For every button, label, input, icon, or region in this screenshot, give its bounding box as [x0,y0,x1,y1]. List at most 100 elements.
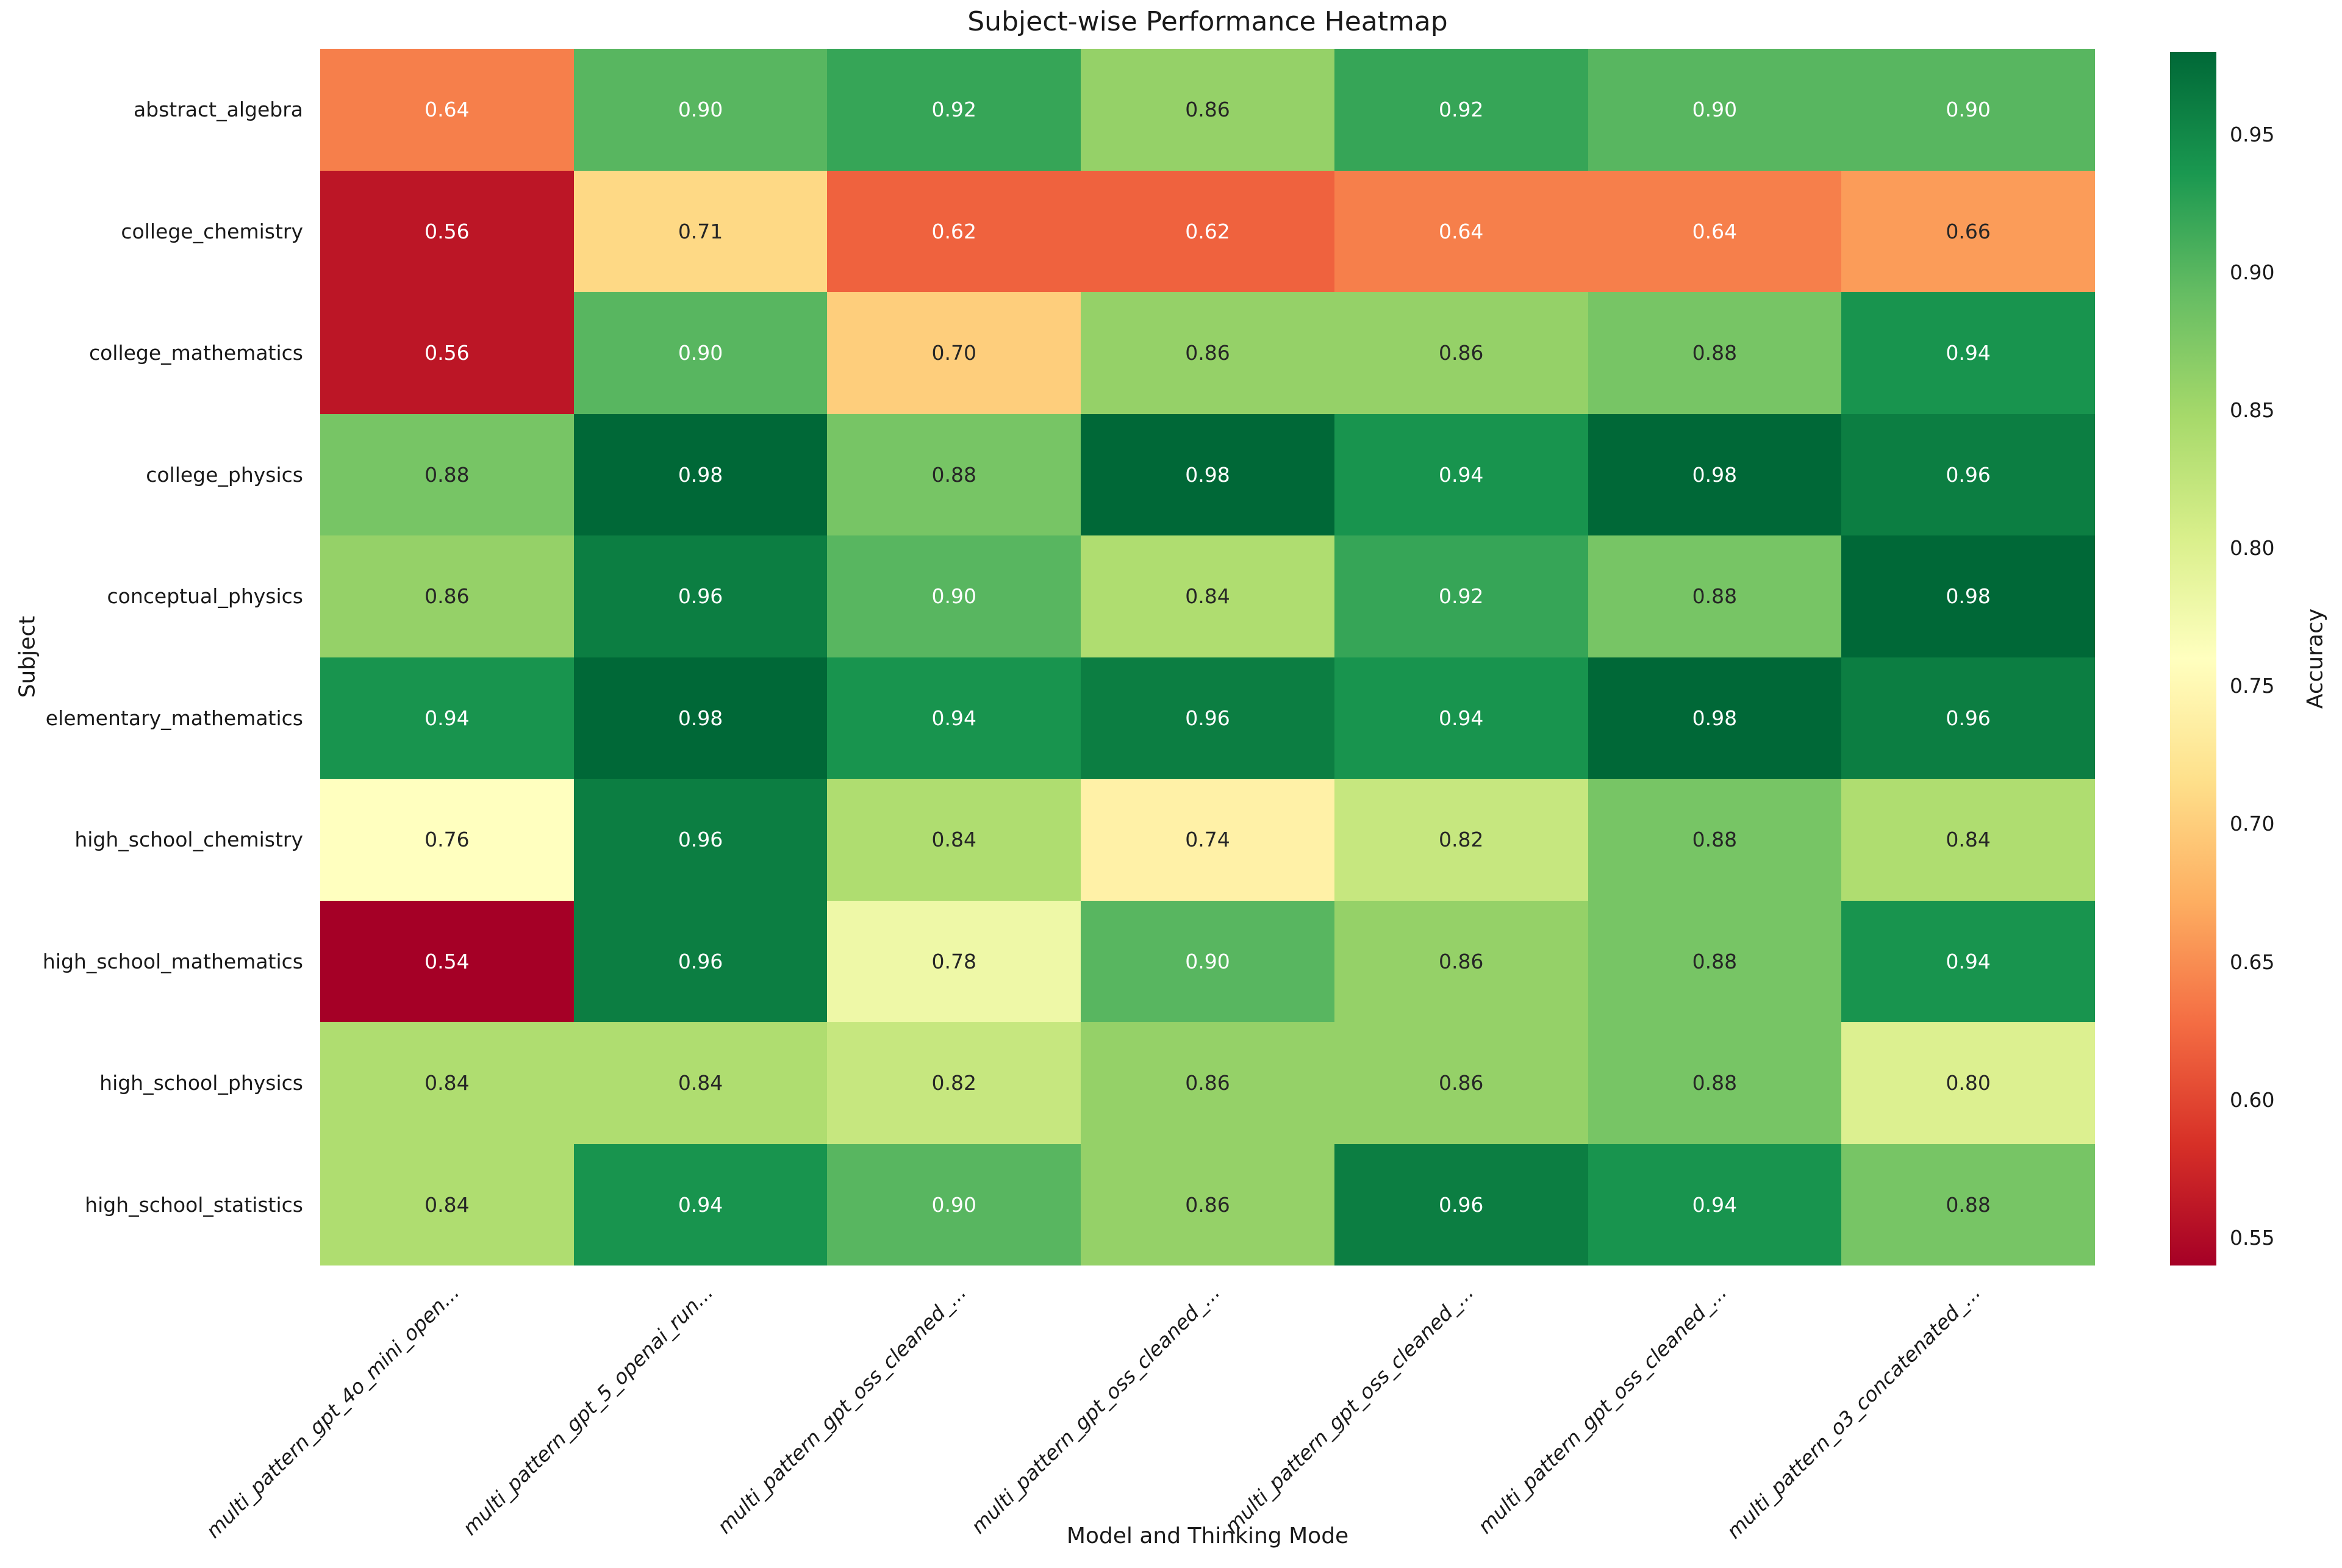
colorbar-tick-0.75: 0.75 [2230,674,2275,698]
heatmap-cell-value: 0.86 [1185,98,1230,122]
heatmap-cell-college_chemistry-col7: 0.66 [1841,170,2095,292]
y-tick-label-high_school_chemistry: high_school_chemistry [74,828,303,852]
heatmap-cell-high_school_statistics-col4: 0.86 [1081,1144,1334,1265]
heatmap-cell-high_school_statistics-col6: 0.94 [1588,1144,1842,1265]
heatmap-cell-value: 0.94 [1692,1192,1738,1217]
x-tick-label-col2: multi_pattern_gpt_5_openai_run... [457,1280,718,1540]
heatmap-cell-value: 0.64 [424,98,470,122]
heatmap-cell-value: 0.96 [1946,462,1991,487]
heatmap-cell-high_school_chemistry-col2: 0.96 [573,779,828,901]
heatmap-cell-value: 0.88 [931,462,977,487]
y-tick-label-elementary_mathematics: elementary_mathematics [45,706,303,730]
heatmap-cell-value: 0.76 [424,828,470,852]
heatmap-cell-college_mathematics-col2: 0.90 [573,292,828,414]
heatmap-cell-abstract_algebra-col5: 0.92 [1334,49,1588,171]
heatmap-cell-value: 0.88 [1692,341,1738,365]
x-tick-label-col3: multi_pattern_gpt_oss_cleaned_... [712,1280,971,1539]
heatmap-cell-value: 0.88 [1692,828,1738,852]
heatmap-cell-value: 0.98 [678,706,723,730]
heatmap-cell-value: 0.74 [1185,828,1230,852]
heatmap-cell-value: 0.90 [1185,949,1230,973]
heatmap-cell-college_mathematics-col7: 0.94 [1841,292,2095,414]
heatmap-cell-high_school_physics-col5: 0.86 [1334,1022,1588,1144]
heatmap-cell-high_school_mathematics-col6: 0.88 [1588,900,1842,1022]
heatmap-cell-value: 0.84 [1185,584,1230,609]
colorbar-tick-0.60: 0.60 [2230,1087,2275,1112]
colorbar-tick-labels: 0.95 0.90 0.85 0.80 0.75 0.70 0.65 0.60 0.55 [2230,52,2327,1265]
colorbar-tick-0.65: 0.65 [2230,950,2275,974]
heatmap-cell-value: 0.88 [1946,1192,1991,1217]
heatmap-cell-high_school_chemistry-col7: 0.84 [1841,779,2095,901]
heatmap-cell-college_physics-col1: 0.88 [320,413,574,535]
heatmap-cell-value: 0.88 [1692,949,1738,973]
x-axis-tick-labels: multi_pattern_gpt_4o_mini_open... multi_p… [201,1272,2095,1543]
heatmap-cell-value: 0.62 [1185,219,1230,243]
heatmap-cell-college_mathematics-col1: 0.56 [320,292,574,414]
heatmap-cell-value: 0.86 [1185,1071,1230,1095]
heatmap-cell-abstract_algebra-col4: 0.86 [1081,49,1334,171]
heatmap-cell-value: 0.66 [1946,219,1991,243]
heatmap-cell-value: 0.96 [678,828,723,852]
heatmap-cell-high_school_mathematics-col4: 0.90 [1081,900,1334,1022]
heatmap-cell-value: 0.92 [1438,98,1484,122]
heatmap-cell-value: 0.88 [1692,1071,1738,1095]
heatmap-cell-value: 0.92 [931,98,977,122]
x-tick-label-col7: multi_pattern_o3_concatenated_... [1722,1280,1985,1544]
heatmap-cell-value: 0.84 [1946,828,1991,852]
heatmap-cell-high_school_statistics-col5: 0.96 [1334,1144,1588,1265]
y-tick-label-college_chemistry: college_chemistry [121,219,303,243]
heatmap-cell-value: 0.94 [1438,706,1484,730]
heatmap-cell-abstract_algebra-col1: 0.64 [320,49,574,171]
heatmap-cell-value: 0.84 [424,1071,470,1095]
heatmap-cell-value: 0.82 [931,1071,977,1095]
heatmap-cell-college_physics-col6: 0.98 [1588,413,1842,535]
heatmap-cell-value: 0.90 [1692,98,1738,122]
heatmap-cell-value: 0.94 [424,706,470,730]
heatmap-cell-conceptual_physics-col4: 0.84 [1081,535,1334,657]
heatmap-cell-value: 0.94 [678,1192,723,1217]
heatmap-cell-value: 0.64 [1692,219,1738,243]
heatmap-cell-value: 0.94 [1438,462,1484,487]
heatmap-cell-college_chemistry-col6: 0.64 [1588,170,1842,292]
heatmap-cell-high_school_mathematics-col7: 0.94 [1841,900,2095,1022]
colorbar-gradient [2170,52,2216,1265]
heatmap-cell-value: 0.84 [678,1071,723,1095]
heatmap-cell-high_school_physics-col7: 0.80 [1841,1022,2095,1144]
heatmap-cell-value: 0.90 [678,341,723,365]
heatmap-cell-value: 0.62 [931,219,977,243]
heatmap-cell-high_school_mathematics-col3: 0.78 [827,900,1081,1022]
heatmap-cell-college_mathematics-col4: 0.86 [1081,292,1334,414]
heatmap-cell-value: 0.98 [1692,462,1738,487]
heatmap-cell-conceptual_physics-col6: 0.88 [1588,535,1842,657]
heatmap-cell-college_chemistry-col3: 0.62 [827,170,1081,292]
heatmap-cell-value: 0.86 [1438,1071,1484,1095]
heatmap-cell-value: 0.54 [424,949,470,973]
heatmap-cell-value: 0.84 [424,1192,470,1217]
heatmap-cell-value: 0.86 [1185,341,1230,365]
colorbar-tick-0.70: 0.70 [2230,812,2275,836]
heatmap-cell-value: 0.86 [1438,341,1484,365]
heatmap-cell-high_school_mathematics-col5: 0.86 [1334,900,1588,1022]
heatmap-cell-abstract_algebra-col7: 0.90 [1841,49,2095,171]
colorbar-title: Accuracy [2302,608,2328,709]
heatmap-cell-conceptual_physics-col2: 0.96 [573,535,828,657]
heatmap-cell-value: 0.94 [1946,949,1991,973]
heatmap-cell-high_school_mathematics-col1: 0.54 [320,900,574,1022]
heatmap-cell-high_school_chemistry-col3: 0.84 [827,779,1081,901]
heatmap-cell-value: 0.98 [1946,584,1991,609]
heatmap-cell-value: 0.98 [678,462,723,487]
heatmap-cell-high_school_chemistry-col5: 0.82 [1334,779,1588,901]
heatmap-cell-high_school_statistics-col3: 0.90 [827,1144,1081,1265]
heatmap-cell-high_school_mathematics-col2: 0.96 [573,900,828,1022]
heatmap-cell-high_school_physics-col3: 0.82 [827,1022,1081,1144]
heatmap-cell-value: 0.70 [931,341,977,365]
colorbar-tick-0.55: 0.55 [2230,1225,2275,1250]
heatmap-cell-abstract_algebra-col6: 0.90 [1588,49,1842,171]
heatmap-cell-college_physics-col4: 0.98 [1081,413,1334,535]
x-axis-title: Model and Thinking Mode [1066,1523,1349,1548]
heatmap-cell-value: 0.98 [1185,462,1230,487]
chart-title: Subject-wise Performance Heatmap [967,6,1448,37]
heatmap-cell-college_chemistry-col5: 0.64 [1334,170,1588,292]
heatmap-cell-conceptual_physics-col1: 0.86 [320,535,574,657]
